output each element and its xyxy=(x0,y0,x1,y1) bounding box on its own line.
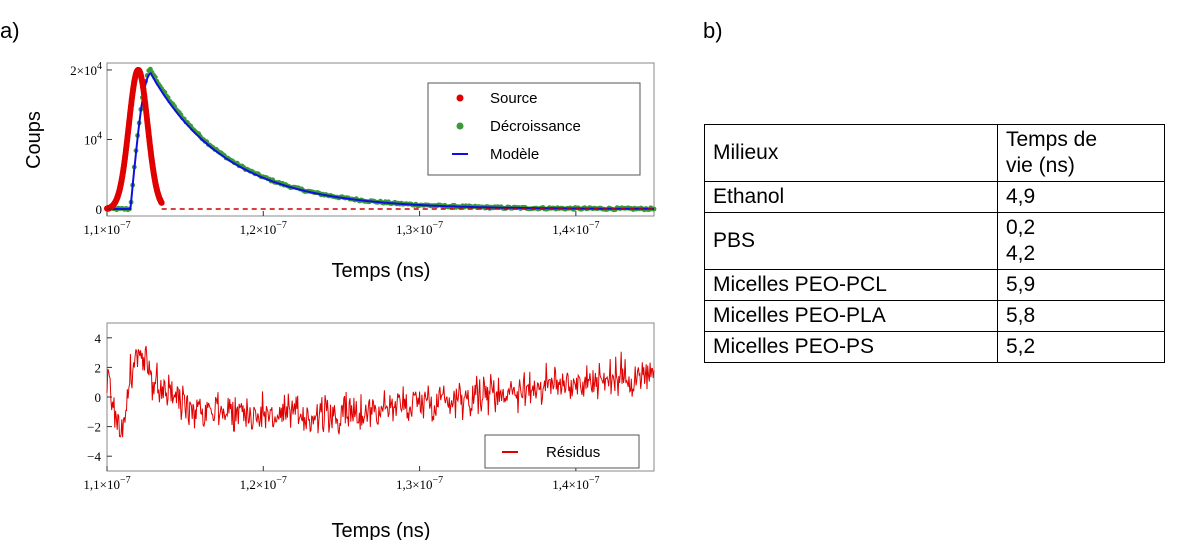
source-point xyxy=(158,199,165,206)
row-peo-ps-lifetime: 5,2 xyxy=(997,331,1165,363)
decay-y-tick-label: 104 xyxy=(84,131,102,148)
residuals-x-tick-label: 1,1×10−7 xyxy=(83,475,130,492)
modele-line xyxy=(107,72,654,210)
decay-x-tick-label: 1,4×10−7 xyxy=(552,220,599,237)
header-milieux: Milieux xyxy=(704,124,998,182)
legend-label-decroissance: Décroissance xyxy=(490,118,581,135)
decay-y-ticks: 0 104 2×104 xyxy=(70,61,112,217)
residuals-y-ticks: −4 −2 0 2 4 xyxy=(87,331,112,464)
row-ethanol-medium: Ethanol xyxy=(704,181,998,213)
decay-chart: 0 104 2×104 1,1×10−7 1,2×10−7 1,3×10−7 1,4×10… xyxy=(23,61,657,282)
residuals-chart: −4 −2 0 2 4 1,1×10−7 1,2×10−7 1,3×10−7 1,4×10−7… xyxy=(83,322,655,540)
table-row: Micelles PEO-PCL 5,9 xyxy=(704,269,1165,301)
row-pbs-medium: PBS xyxy=(704,212,998,270)
table-row: Ethanol 4,9 xyxy=(704,181,1165,213)
residuals-x-tick-label: 1,2×10−7 xyxy=(240,475,287,492)
row-peo-pla-lifetime: 5,8 xyxy=(997,300,1165,332)
row-pbs-lifetime: 0,2 4,2 xyxy=(997,212,1165,270)
decay-y-axis-label: Coups xyxy=(23,111,45,169)
decay-x-tick-label: 1,1×10−7 xyxy=(83,220,130,237)
residuals-x-ticks: 1,1×10−7 1,2×10−7 1,3×10−7 1,4×10−7 xyxy=(83,466,599,492)
residus-line xyxy=(106,345,655,438)
decay-legend: Source Décroissance Modèle xyxy=(427,82,641,176)
table-row: PBS 0,2 4,2 xyxy=(704,212,1165,270)
decay-x-tick-label: 1,3×10−7 xyxy=(396,220,443,237)
decay-data-layer xyxy=(104,66,657,213)
residuals-legend: Résidus xyxy=(484,434,640,469)
residuals-y-tick-label: 4 xyxy=(95,331,102,346)
decay-x-tick-label: 1,2×10−7 xyxy=(240,220,287,237)
legend-marker-decroissance xyxy=(456,122,464,130)
residuals-y-tick-label: 0 xyxy=(95,390,102,405)
legend-marker-source xyxy=(456,94,464,102)
panel-b-label: b) xyxy=(703,18,723,43)
table-header-row: Milieux Temps de vie (ns) xyxy=(704,124,1165,182)
row-peo-pla-medium: Micelles PEO-PLA xyxy=(704,300,998,332)
row-peo-ps-medium: Micelles PEO-PS xyxy=(704,331,998,363)
row-peo-pcl-lifetime: 5,9 xyxy=(997,269,1165,301)
panel-a-label: a) xyxy=(0,18,20,43)
residuals-y-tick-label: 2 xyxy=(95,360,102,375)
row-peo-pcl-medium: Micelles PEO-PCL xyxy=(704,269,998,301)
decay-x-axis-label: Temps (ns) xyxy=(332,260,431,282)
legend-label-modele: Modèle xyxy=(490,146,539,163)
residuals-y-tick-label: −2 xyxy=(87,420,101,435)
legend-label-residus: Résidus xyxy=(546,444,600,461)
row-ethanol-lifetime: 4,9 xyxy=(997,181,1165,213)
table-row: Micelles PEO-PLA 5,8 xyxy=(704,300,1165,332)
residuals-x-tick-label: 1,3×10−7 xyxy=(396,475,443,492)
lifetime-table: Milieux Temps de vie (ns) Ethanol 4,9 PB… xyxy=(704,124,1165,363)
decay-x-ticks: 1,1×10−7 1,2×10−7 1,3×10−7 1,4×10−7 xyxy=(83,211,599,237)
decay-y-tick-label: 2×104 xyxy=(70,61,102,78)
residuals-y-tick-label: −4 xyxy=(87,449,101,464)
residuals-x-axis-label: Temps (ns) xyxy=(332,520,431,540)
table-row: Micelles PEO-PS 5,2 xyxy=(704,331,1165,363)
residuals-x-tick-label: 1,4×10−7 xyxy=(552,475,599,492)
legend-label-source: Source xyxy=(490,90,538,107)
header-temps-de-vie: Temps de vie (ns) xyxy=(997,124,1165,182)
residuals-data-layer xyxy=(106,345,655,438)
decay-y-tick-label: 0 xyxy=(96,202,103,217)
